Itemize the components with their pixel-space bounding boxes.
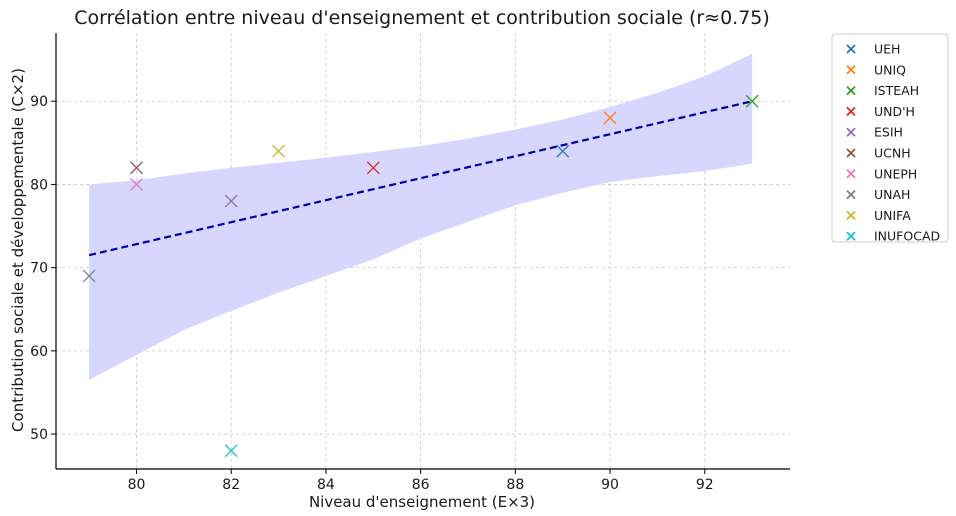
legend-marker <box>846 231 856 241</box>
legend-marker <box>846 44 856 54</box>
legend-marker-stroke <box>846 210 856 221</box>
data-point <box>224 194 238 208</box>
legend-label: UND'H <box>874 104 915 119</box>
legend-marker <box>846 210 856 221</box>
legend-label: UNIQ <box>874 62 906 77</box>
x-tick-label: 84 <box>317 477 335 493</box>
legend-label: UEH <box>874 42 900 57</box>
data-point-stroke <box>130 177 143 191</box>
legend-marker-stroke <box>846 231 856 241</box>
data-point-stroke <box>130 161 143 175</box>
legend: UEH UNIQ ISTEAH UND'H ESIH UCNH UNEPH UNAH UNIFA… <box>831 33 949 244</box>
legend-label: UCNH <box>874 146 911 161</box>
legend-marker <box>846 65 856 75</box>
data-point-stroke <box>556 144 570 158</box>
x-tick-label: 80 <box>128 477 146 493</box>
legend-marker-stroke <box>846 85 856 96</box>
legend-marker <box>846 169 856 179</box>
data-point-stroke <box>224 194 238 208</box>
data-point <box>745 94 759 108</box>
y-tick-label: 50 <box>30 427 48 443</box>
x-tick-label: 86 <box>412 477 430 493</box>
legend-label: UNIFA <box>874 208 911 223</box>
legend-marker-stroke <box>846 44 856 54</box>
data-point-stroke <box>603 111 617 125</box>
x-tick-label: 88 <box>506 477 524 493</box>
legend-marker-stroke <box>846 65 856 75</box>
data-point-stroke <box>745 94 759 108</box>
legend-label: INUFOCAD <box>874 229 940 244</box>
data-point-stroke <box>366 161 380 175</box>
regression-line <box>88 100 753 257</box>
legend-label: UNEPH <box>874 166 917 181</box>
y-tick-label: 90 <box>30 94 48 110</box>
data-point-stroke <box>224 444 238 458</box>
data-point <box>272 144 286 158</box>
y-axis-label: Contribution sociale et développementale… <box>9 68 27 432</box>
x-tick-label: 92 <box>696 477 714 493</box>
legend-marker <box>846 106 856 117</box>
legend-box <box>831 33 949 243</box>
legend-marker-stroke <box>846 127 856 137</box>
legend-label: ISTEAH <box>874 83 919 98</box>
data-point <box>82 269 96 283</box>
legend-marker-stroke <box>846 106 856 117</box>
legend-marker <box>846 85 856 96</box>
legend-marker-stroke <box>846 169 856 179</box>
y-tick-label: 80 <box>30 177 48 193</box>
confidence-band <box>89 53 753 380</box>
y-tick-label: 60 <box>30 344 48 360</box>
data-point <box>556 144 570 158</box>
plot-area: 80 82 84 86 88 90 92 50 60 70 80 90 <box>30 33 790 493</box>
legend-marker <box>846 127 856 137</box>
data-point <box>603 111 617 125</box>
data-point <box>366 161 380 175</box>
legend-label: ESIH <box>874 125 903 140</box>
legend-marker <box>846 189 856 200</box>
chart-title: Corrélation entre niveau d'enseignement … <box>74 7 770 29</box>
data-point <box>130 161 143 175</box>
data-point-stroke <box>82 269 96 283</box>
data-point-stroke <box>272 144 286 158</box>
x-tick-label: 82 <box>222 477 240 493</box>
x-axis-label: Niveau d'enseignement (E×3) <box>309 493 535 511</box>
x-tick-label: 90 <box>601 477 619 493</box>
legend-marker-stroke <box>846 189 856 200</box>
data-point <box>130 177 143 191</box>
legend-marker-stroke <box>846 148 856 158</box>
legend-label: UNAH <box>874 187 910 202</box>
y-tick-label: 70 <box>30 261 48 277</box>
legend-marker <box>846 148 856 158</box>
data-point <box>224 444 238 458</box>
